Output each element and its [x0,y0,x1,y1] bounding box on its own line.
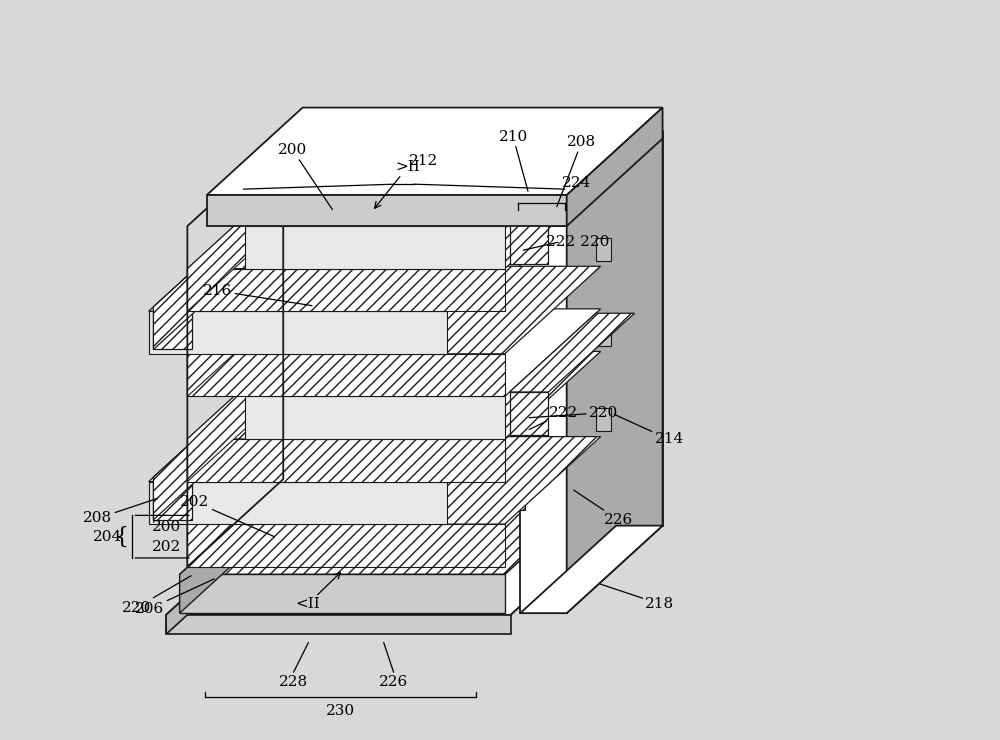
Polygon shape [520,138,663,226]
Polygon shape [149,312,447,354]
Polygon shape [153,398,240,519]
Text: 222 220: 222 220 [546,235,610,249]
Text: 208: 208 [83,499,157,525]
Polygon shape [153,228,278,307]
Polygon shape [567,107,663,226]
Polygon shape [596,323,611,346]
Polygon shape [207,195,567,226]
Text: 220: 220 [122,576,191,614]
Text: 214: 214 [615,414,684,446]
Text: <II: <II [295,573,340,611]
Polygon shape [510,232,525,255]
Polygon shape [596,408,611,431]
Polygon shape [153,398,278,477]
Polygon shape [520,218,567,613]
Polygon shape [180,487,275,613]
Text: 210: 210 [498,130,528,191]
Text: 212: 212 [409,155,439,168]
Polygon shape [510,392,548,434]
Text: 226: 226 [379,675,408,689]
Polygon shape [153,307,192,349]
Polygon shape [207,107,663,195]
Polygon shape [187,266,601,354]
Polygon shape [166,615,511,634]
Polygon shape [187,269,505,312]
Text: 226: 226 [574,490,633,527]
Polygon shape [166,524,610,615]
Polygon shape [510,317,525,340]
Text: {: { [115,525,136,548]
Polygon shape [253,518,256,529]
Polygon shape [510,487,525,510]
Text: 222: 222 [529,406,578,430]
Polygon shape [510,222,548,264]
Polygon shape [616,131,663,525]
Polygon shape [149,223,543,312]
Polygon shape [187,439,505,482]
Polygon shape [596,238,611,261]
Polygon shape [187,352,601,439]
Polygon shape [245,309,601,397]
Polygon shape [187,266,283,397]
Polygon shape [187,181,601,269]
Text: 224: 224 [562,176,591,189]
Polygon shape [187,524,505,567]
Text: 206: 206 [135,579,214,616]
Polygon shape [187,354,505,397]
Polygon shape [510,313,635,392]
Polygon shape [187,437,283,567]
Text: >II: >II [375,160,420,208]
Text: 200: 200 [152,519,182,534]
Polygon shape [596,152,611,176]
Polygon shape [245,397,505,439]
Polygon shape [510,143,635,222]
Polygon shape [153,228,240,349]
Polygon shape [245,226,505,269]
Text: 220: 220 [529,406,618,420]
Polygon shape [149,482,447,524]
Polygon shape [520,525,663,613]
Polygon shape [510,402,525,425]
Text: 200: 200 [278,143,332,209]
Text: 202: 202 [180,495,274,536]
Polygon shape [180,487,601,574]
Polygon shape [149,394,543,482]
Text: 216: 216 [203,283,312,306]
Polygon shape [253,521,266,529]
Polygon shape [567,131,663,613]
Text: 228: 228 [279,675,308,689]
Polygon shape [153,477,192,519]
Polygon shape [214,556,228,564]
Polygon shape [180,574,505,613]
Text: 204: 204 [93,530,122,544]
Polygon shape [187,437,601,524]
Text: 208: 208 [557,135,596,206]
Polygon shape [187,352,283,482]
Polygon shape [245,138,601,226]
Polygon shape [166,524,266,634]
Text: 202: 202 [152,539,182,554]
Polygon shape [214,553,218,564]
Text: 218: 218 [600,584,675,611]
Polygon shape [187,181,283,312]
Text: 230: 230 [326,704,355,719]
